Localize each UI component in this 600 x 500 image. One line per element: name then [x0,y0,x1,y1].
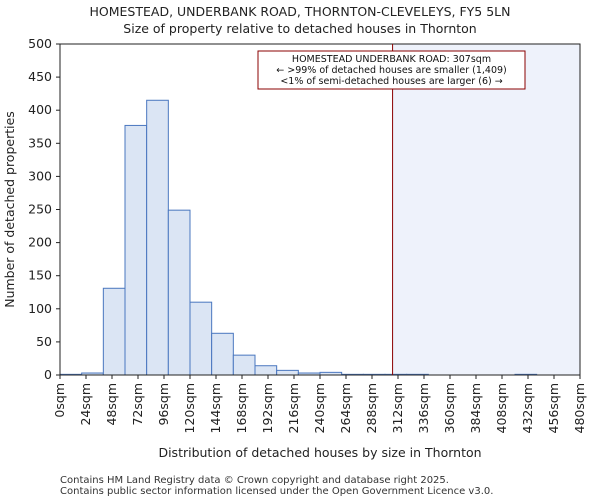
y-tick-label: 200 [28,235,52,250]
histogram-bar [232,354,256,376]
histogram-bar [211,332,234,376]
footer-line-1: Contains HM Land Registry data © Crown c… [60,475,449,486]
y-tick-label: 150 [28,268,52,283]
x-tick-label: 432sqm [520,383,535,433]
y-tick-label: 250 [28,202,52,217]
x-tick-label: 240sqm [312,383,327,433]
y-tick-label: 450 [28,69,52,84]
footer-line-2: Contains public sector information licen… [60,486,494,497]
histogram-bar [124,124,148,376]
x-tick-label: 456sqm [546,383,561,433]
histogram-bar [276,369,299,376]
x-tick-label: 360sqm [442,383,457,433]
x-tick-label: 312sqm [390,383,405,433]
x-tick-label: 96sqm [156,383,171,426]
x-tick-label: 216sqm [286,383,301,433]
histogram-bar [102,287,126,376]
y-tick-label: 400 [28,102,52,117]
x-tick-label: 480sqm [572,383,587,433]
x-tick-label: 0sqm [52,383,67,418]
y-axis-label: Number of detached properties [2,111,17,308]
x-tick-label: 24sqm [78,383,93,426]
annotation-box [257,50,526,90]
x-tick-label: 408sqm [494,383,509,433]
histogram-bar [167,209,191,376]
x-tick-label: 264sqm [338,383,353,433]
annotation-line-1: HOMESTEAD UNDERBANK ROAD: 307sqm [292,54,491,65]
x-tick-label: 336sqm [416,383,431,433]
x-axis-label: Distribution of detached houses by size … [158,445,481,460]
larger-than-property-shade [392,44,580,375]
x-tick-label: 72sqm [130,383,145,426]
histogram-bar [189,301,213,376]
axes-group: 0 50 100 150 200 250 300 350 400 450 500 0sqm 24sqm 4… [28,36,587,433]
chart-subtitle: Size of property relative to detached ho… [123,21,477,36]
annotation-line-3: <1% of semi-detached houses are larger (… [280,76,502,87]
x-tick-label: 48sqm [104,383,119,426]
y-tick-label: 100 [28,301,52,316]
x-tick-label: 144sqm [208,383,223,433]
y-tick-label: 500 [28,36,52,51]
x-tick-label: 168sqm [234,383,249,433]
y-tick-label: 350 [28,135,52,150]
y-tick-label: 0 [44,367,52,382]
x-tick-label: 192sqm [260,383,275,433]
chart-title: HOMESTEAD, UNDERBANK ROAD, THORNTON-CLEV… [89,4,511,19]
histogram-bar [146,99,169,376]
x-tick-label: 384sqm [468,383,483,433]
y-tick-label: 300 [28,168,52,183]
x-tick-label: 120sqm [182,383,197,433]
x-tick-label: 288sqm [364,383,379,433]
y-tick-label: 50 [36,334,52,349]
annotation-line-2: ← >99% of detached houses are smaller (1… [276,65,507,76]
histogram-bar [254,365,278,376]
